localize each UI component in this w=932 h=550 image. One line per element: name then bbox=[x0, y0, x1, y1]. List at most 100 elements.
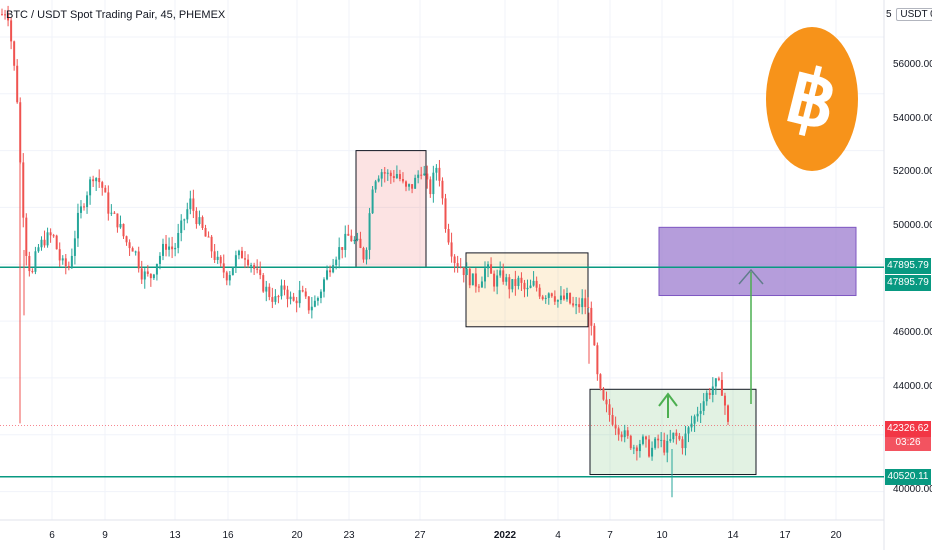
candle-body bbox=[514, 279, 517, 286]
x-tick-label: 13 bbox=[169, 530, 181, 541]
candle-body bbox=[556, 300, 559, 302]
candle-body bbox=[526, 287, 529, 290]
currency-selector[interactable]: USDT 0 bbox=[896, 8, 932, 21]
candle-body bbox=[596, 345, 599, 375]
candle-body bbox=[535, 280, 538, 288]
candle-body bbox=[101, 182, 104, 188]
candle-body bbox=[587, 306, 590, 308]
candle-body bbox=[237, 250, 240, 256]
candle-body bbox=[405, 181, 408, 187]
candle-body bbox=[669, 439, 672, 441]
candle-body bbox=[468, 268, 471, 286]
scale-indicator[interactable]: 5 USDT 0 bbox=[886, 8, 932, 21]
candle-body bbox=[34, 251, 37, 272]
candle-body bbox=[511, 279, 514, 290]
candle-body bbox=[67, 265, 70, 268]
candle-body bbox=[292, 296, 295, 301]
candle-body bbox=[28, 255, 31, 272]
countdown-tag: 03:26 bbox=[885, 435, 931, 451]
candle-body bbox=[547, 293, 550, 298]
candle-body bbox=[43, 239, 46, 246]
candle-body bbox=[426, 173, 429, 180]
candle-body bbox=[541, 296, 544, 300]
candle-body bbox=[450, 242, 453, 257]
candle-body bbox=[329, 270, 332, 273]
candle-body bbox=[95, 178, 98, 182]
candle-body bbox=[584, 298, 587, 307]
candle-body bbox=[240, 250, 243, 259]
candle-body bbox=[326, 270, 329, 280]
candle-body bbox=[617, 428, 620, 435]
x-tick-label: 16 bbox=[222, 530, 234, 541]
candle-body bbox=[690, 423, 693, 428]
candle-body bbox=[657, 438, 660, 441]
candle-body bbox=[620, 434, 623, 438]
candle-body bbox=[626, 430, 629, 436]
candle-body bbox=[92, 179, 95, 182]
candle-body bbox=[569, 293, 572, 304]
candle-body bbox=[638, 443, 641, 452]
candle-body bbox=[696, 413, 699, 417]
candle-body bbox=[499, 270, 502, 276]
candle-body bbox=[386, 172, 389, 174]
candle-body bbox=[471, 273, 474, 286]
candle-body bbox=[602, 388, 605, 400]
candle-body bbox=[651, 447, 654, 457]
candle-body bbox=[61, 258, 64, 261]
candle-body bbox=[113, 212, 116, 214]
candle-body bbox=[493, 273, 496, 287]
candle-body bbox=[678, 435, 681, 440]
candle-body bbox=[107, 192, 110, 214]
candle-body bbox=[353, 239, 356, 242]
candle-body bbox=[338, 247, 341, 260]
candle-body bbox=[623, 430, 626, 438]
candle-body bbox=[359, 238, 362, 248]
candle-body bbox=[225, 272, 228, 281]
candle-body bbox=[383, 172, 386, 174]
x-tick-label: 7 bbox=[607, 530, 613, 541]
x-tick-label: 9 bbox=[102, 530, 108, 541]
candle-body bbox=[520, 277, 523, 283]
candle-body bbox=[666, 440, 669, 453]
candle-body bbox=[70, 255, 73, 268]
candle-body bbox=[64, 258, 67, 266]
candle-body bbox=[632, 447, 635, 449]
candle-body bbox=[143, 271, 146, 280]
candle-body bbox=[505, 277, 508, 282]
candle-body bbox=[605, 399, 608, 405]
x-tick-label: 14 bbox=[727, 530, 739, 541]
candle-body bbox=[559, 295, 562, 301]
candle-body bbox=[76, 212, 79, 239]
candle-body bbox=[189, 198, 192, 210]
candle-body bbox=[46, 232, 49, 246]
candle-body bbox=[483, 268, 486, 282]
candle-body bbox=[195, 210, 198, 225]
candle-body bbox=[389, 172, 392, 177]
candle-body bbox=[429, 179, 432, 195]
candle-body bbox=[684, 433, 687, 449]
candle-body bbox=[365, 249, 368, 260]
candle-body bbox=[575, 304, 578, 306]
candle-body bbox=[708, 392, 711, 396]
candle-body bbox=[180, 220, 183, 233]
candle-body bbox=[374, 181, 377, 190]
candle-body bbox=[702, 401, 705, 411]
candle-body bbox=[593, 325, 596, 346]
candle-body bbox=[562, 295, 565, 300]
candle-body bbox=[177, 232, 180, 248]
x-tick-label: 17 bbox=[779, 530, 791, 541]
candle-body bbox=[459, 266, 462, 268]
candle-body bbox=[648, 439, 651, 457]
candle-body bbox=[608, 404, 611, 415]
candle-body bbox=[502, 270, 505, 282]
candle-body bbox=[438, 167, 441, 181]
candle-body bbox=[420, 174, 423, 176]
candle-body bbox=[204, 227, 207, 237]
candle-body bbox=[672, 432, 675, 440]
candle-body bbox=[4, 14, 7, 16]
candle-body bbox=[125, 236, 128, 243]
candle-body bbox=[262, 275, 265, 292]
candle-body bbox=[213, 251, 216, 260]
